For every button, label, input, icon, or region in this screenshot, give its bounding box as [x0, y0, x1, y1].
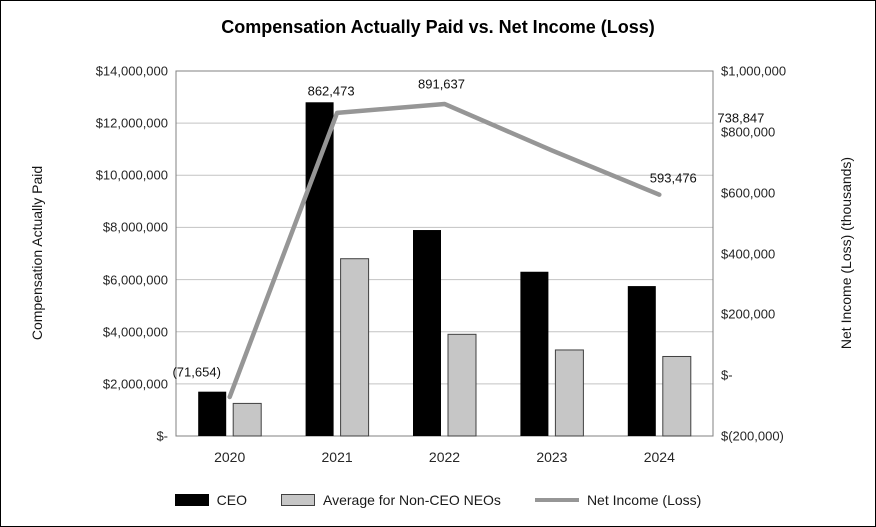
legend-swatch-ceo-icon: [174, 494, 209, 506]
bar-ceo: [305, 102, 334, 437]
legend-label-ceo: CEO: [216, 492, 248, 508]
legend-item-ceo: CEO: [174, 492, 248, 508]
legend-label-neo: Average for Non-CEO NEOs: [323, 492, 501, 508]
bar-neo: [662, 355, 692, 437]
legend-swatch-net-income-line-icon: [534, 498, 579, 502]
plot-border: [175, 70, 714, 437]
bar-neo: [447, 333, 477, 437]
bar-ceo: [413, 230, 441, 436]
bar-ceo: [198, 391, 227, 436]
legend-item-net-income: Net Income (Loss): [534, 492, 702, 508]
net-income-line: [227, 101, 662, 400]
bar-ceo: [627, 286, 656, 436]
chart-title: Compensation Actually Paid vs. Net Incom…: [221, 17, 655, 37]
bar-neo: [340, 258, 370, 437]
bar-ceo: [520, 271, 549, 436]
legend: CEO Average for Non-CEO NEOs Net Income …: [1, 492, 875, 508]
legend-swatch-neo-icon: [281, 494, 316, 506]
bar-neo: [554, 349, 584, 437]
bar-neo: [232, 402, 262, 437]
legend-label-net-income: Net Income (Loss): [586, 492, 702, 508]
legend-item-neo: Average for Non-CEO NEOs: [281, 492, 501, 508]
